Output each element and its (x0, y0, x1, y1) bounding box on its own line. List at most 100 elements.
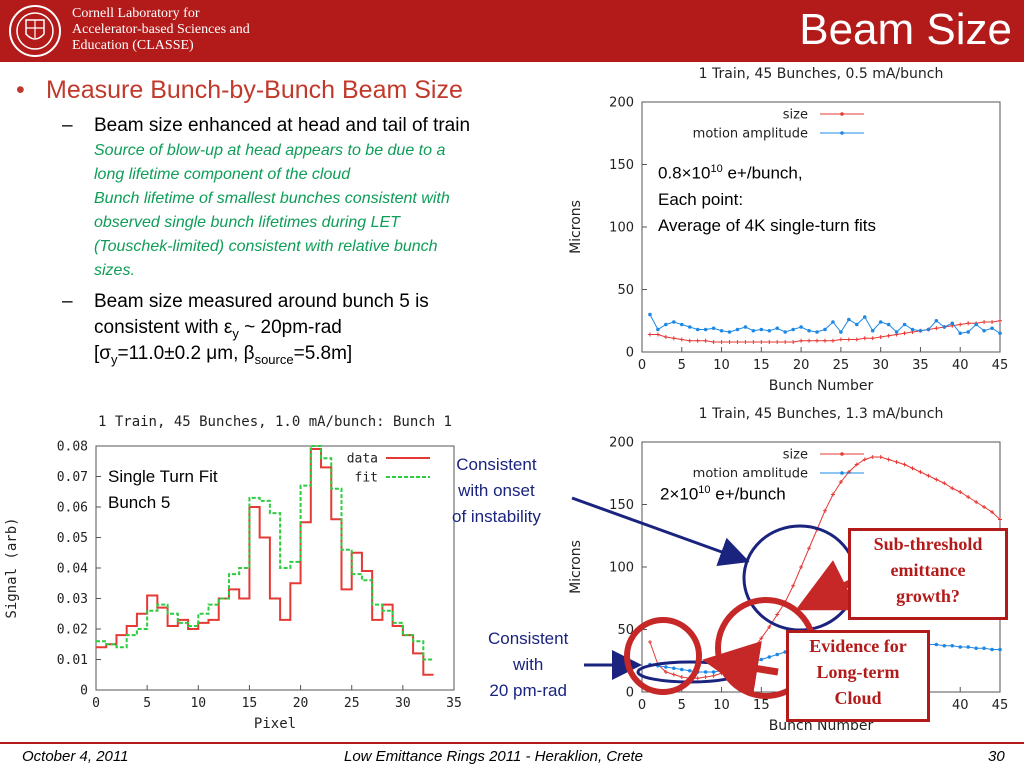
footer-page-number: 30 (988, 748, 1005, 765)
legend-label: fit (355, 470, 378, 485)
x-tick-label: 45 (992, 698, 1009, 713)
data-point (679, 667, 684, 672)
y-tick-label: 0.04 (57, 561, 88, 576)
data-point (663, 335, 668, 339)
data-point (894, 330, 899, 334)
data-point (926, 473, 931, 478)
data-point (998, 331, 1002, 336)
org-line: Cornell Laboratory for (72, 6, 200, 21)
data-point (862, 336, 867, 341)
onset-note-line: with onset (458, 481, 535, 500)
x-tick-label: 5 (143, 696, 151, 711)
x-tick-label: 15 (753, 358, 770, 373)
data-point (807, 546, 812, 551)
data-point (926, 327, 931, 332)
data-point (950, 321, 955, 326)
main-bullet-text: Measure Bunch-by-Bunch Beam Size (46, 76, 463, 104)
data-point (703, 338, 708, 343)
data-point (870, 328, 875, 333)
data-point (679, 322, 684, 327)
data-point (990, 510, 995, 514)
top-plot-annotation: 0.8×1010 e+/bunch, Each point: Average o… (658, 156, 876, 239)
data-point (918, 470, 923, 474)
y-axis-label: Microns (568, 200, 584, 254)
data-point (966, 321, 971, 326)
data-point (663, 670, 668, 674)
data-point (894, 460, 899, 464)
note-line: (Touschek-limited) consistent with relat… (94, 238, 438, 255)
data-point (647, 640, 652, 644)
data-point (783, 330, 787, 334)
data-point (672, 666, 676, 671)
single-turn-fit-plot: 1 Train, 45 Bunches, 1.0 mA/bunch: Bunch… (4, 414, 462, 732)
data-point (759, 340, 764, 344)
x-tick-label: 10 (713, 698, 730, 713)
y-tick-label: 0.07 (57, 470, 88, 485)
y-tick-label: 150 (609, 158, 634, 173)
data-point (966, 495, 971, 499)
annotation-line: Single Turn Fit (108, 467, 218, 486)
data-point (902, 331, 907, 336)
data-point (831, 320, 835, 324)
cloud-arrow-left (702, 641, 779, 697)
data-point (846, 337, 851, 342)
legend-label: data (347, 451, 378, 466)
data-point (767, 340, 772, 344)
data-point (958, 645, 963, 649)
data-point (767, 655, 772, 659)
y-tick-label: 150 (609, 498, 634, 513)
data-point (751, 328, 756, 333)
data-point (966, 330, 970, 334)
data-point (854, 462, 859, 467)
cloud-evidence-box: Evidence for Long-term Cloud (786, 630, 930, 722)
data-point (687, 338, 692, 343)
data-point (719, 340, 724, 344)
data-point (990, 320, 995, 324)
data-point (990, 647, 994, 652)
data-point (862, 315, 867, 319)
note-line: Source of blow-up at head appears to be … (94, 142, 446, 159)
x-tick-label: 20 (293, 696, 309, 711)
data-point (735, 340, 740, 344)
data-point (695, 676, 700, 681)
data-point (664, 322, 668, 327)
data-point (847, 317, 851, 322)
data-point (982, 320, 987, 324)
x-axis-label: Pixel (254, 716, 296, 732)
y-tick-label: 50 (617, 623, 634, 638)
y-tick-label: 200 (609, 95, 634, 110)
annotation-line: Bunch 5 (108, 493, 171, 512)
data-point (791, 340, 796, 344)
bottom-plot-annotation: 2×1010 e+/bunch (660, 477, 786, 508)
data-point (918, 328, 923, 333)
y-tick-label: 0 (626, 685, 634, 700)
data-point (910, 327, 915, 332)
x-tick-label: 25 (833, 358, 850, 373)
sub-bullet-2-line: consistent with εy ~ 20pm-rad (94, 317, 342, 341)
header-bar: Cornell Laboratory for Accelerator-based… (0, 0, 1024, 62)
data-point (950, 486, 955, 491)
box-line: Evidence for (809, 636, 907, 656)
data-point (759, 327, 764, 332)
x-tick-label: 15 (242, 696, 258, 711)
sub-bullet-2-line: [σy=11.0±0.2 μm, βsource=5.8m] (94, 343, 353, 367)
note-line: observed single bunch lifetimes during L… (94, 214, 400, 231)
data-point (830, 338, 835, 343)
x-tick-label: 35 (912, 358, 929, 373)
note-line: Bunch lifetime of smallest bunches consi… (94, 190, 450, 207)
data-point (656, 327, 660, 332)
data-point (878, 335, 883, 339)
beam-size-plot-low-current: 1 Train, 45 Bunches, 0.5 mA/bunch 0 5 10 15 2… (568, 66, 1008, 394)
data-point (830, 492, 835, 497)
data-point (998, 318, 1002, 323)
x-tick-label: 0 (92, 696, 100, 711)
org-line: Accelerator-based Sciences and (72, 22, 250, 37)
data-point (942, 481, 947, 486)
data-point (791, 583, 796, 588)
box-line: Long-term (816, 662, 900, 682)
data-point (687, 325, 692, 329)
x-tick-label: 10 (190, 696, 206, 711)
pmrad-note: Consistent with 20 pm-rad (488, 626, 568, 704)
data-point (982, 505, 987, 509)
x-tick-label: 5 (678, 358, 686, 373)
